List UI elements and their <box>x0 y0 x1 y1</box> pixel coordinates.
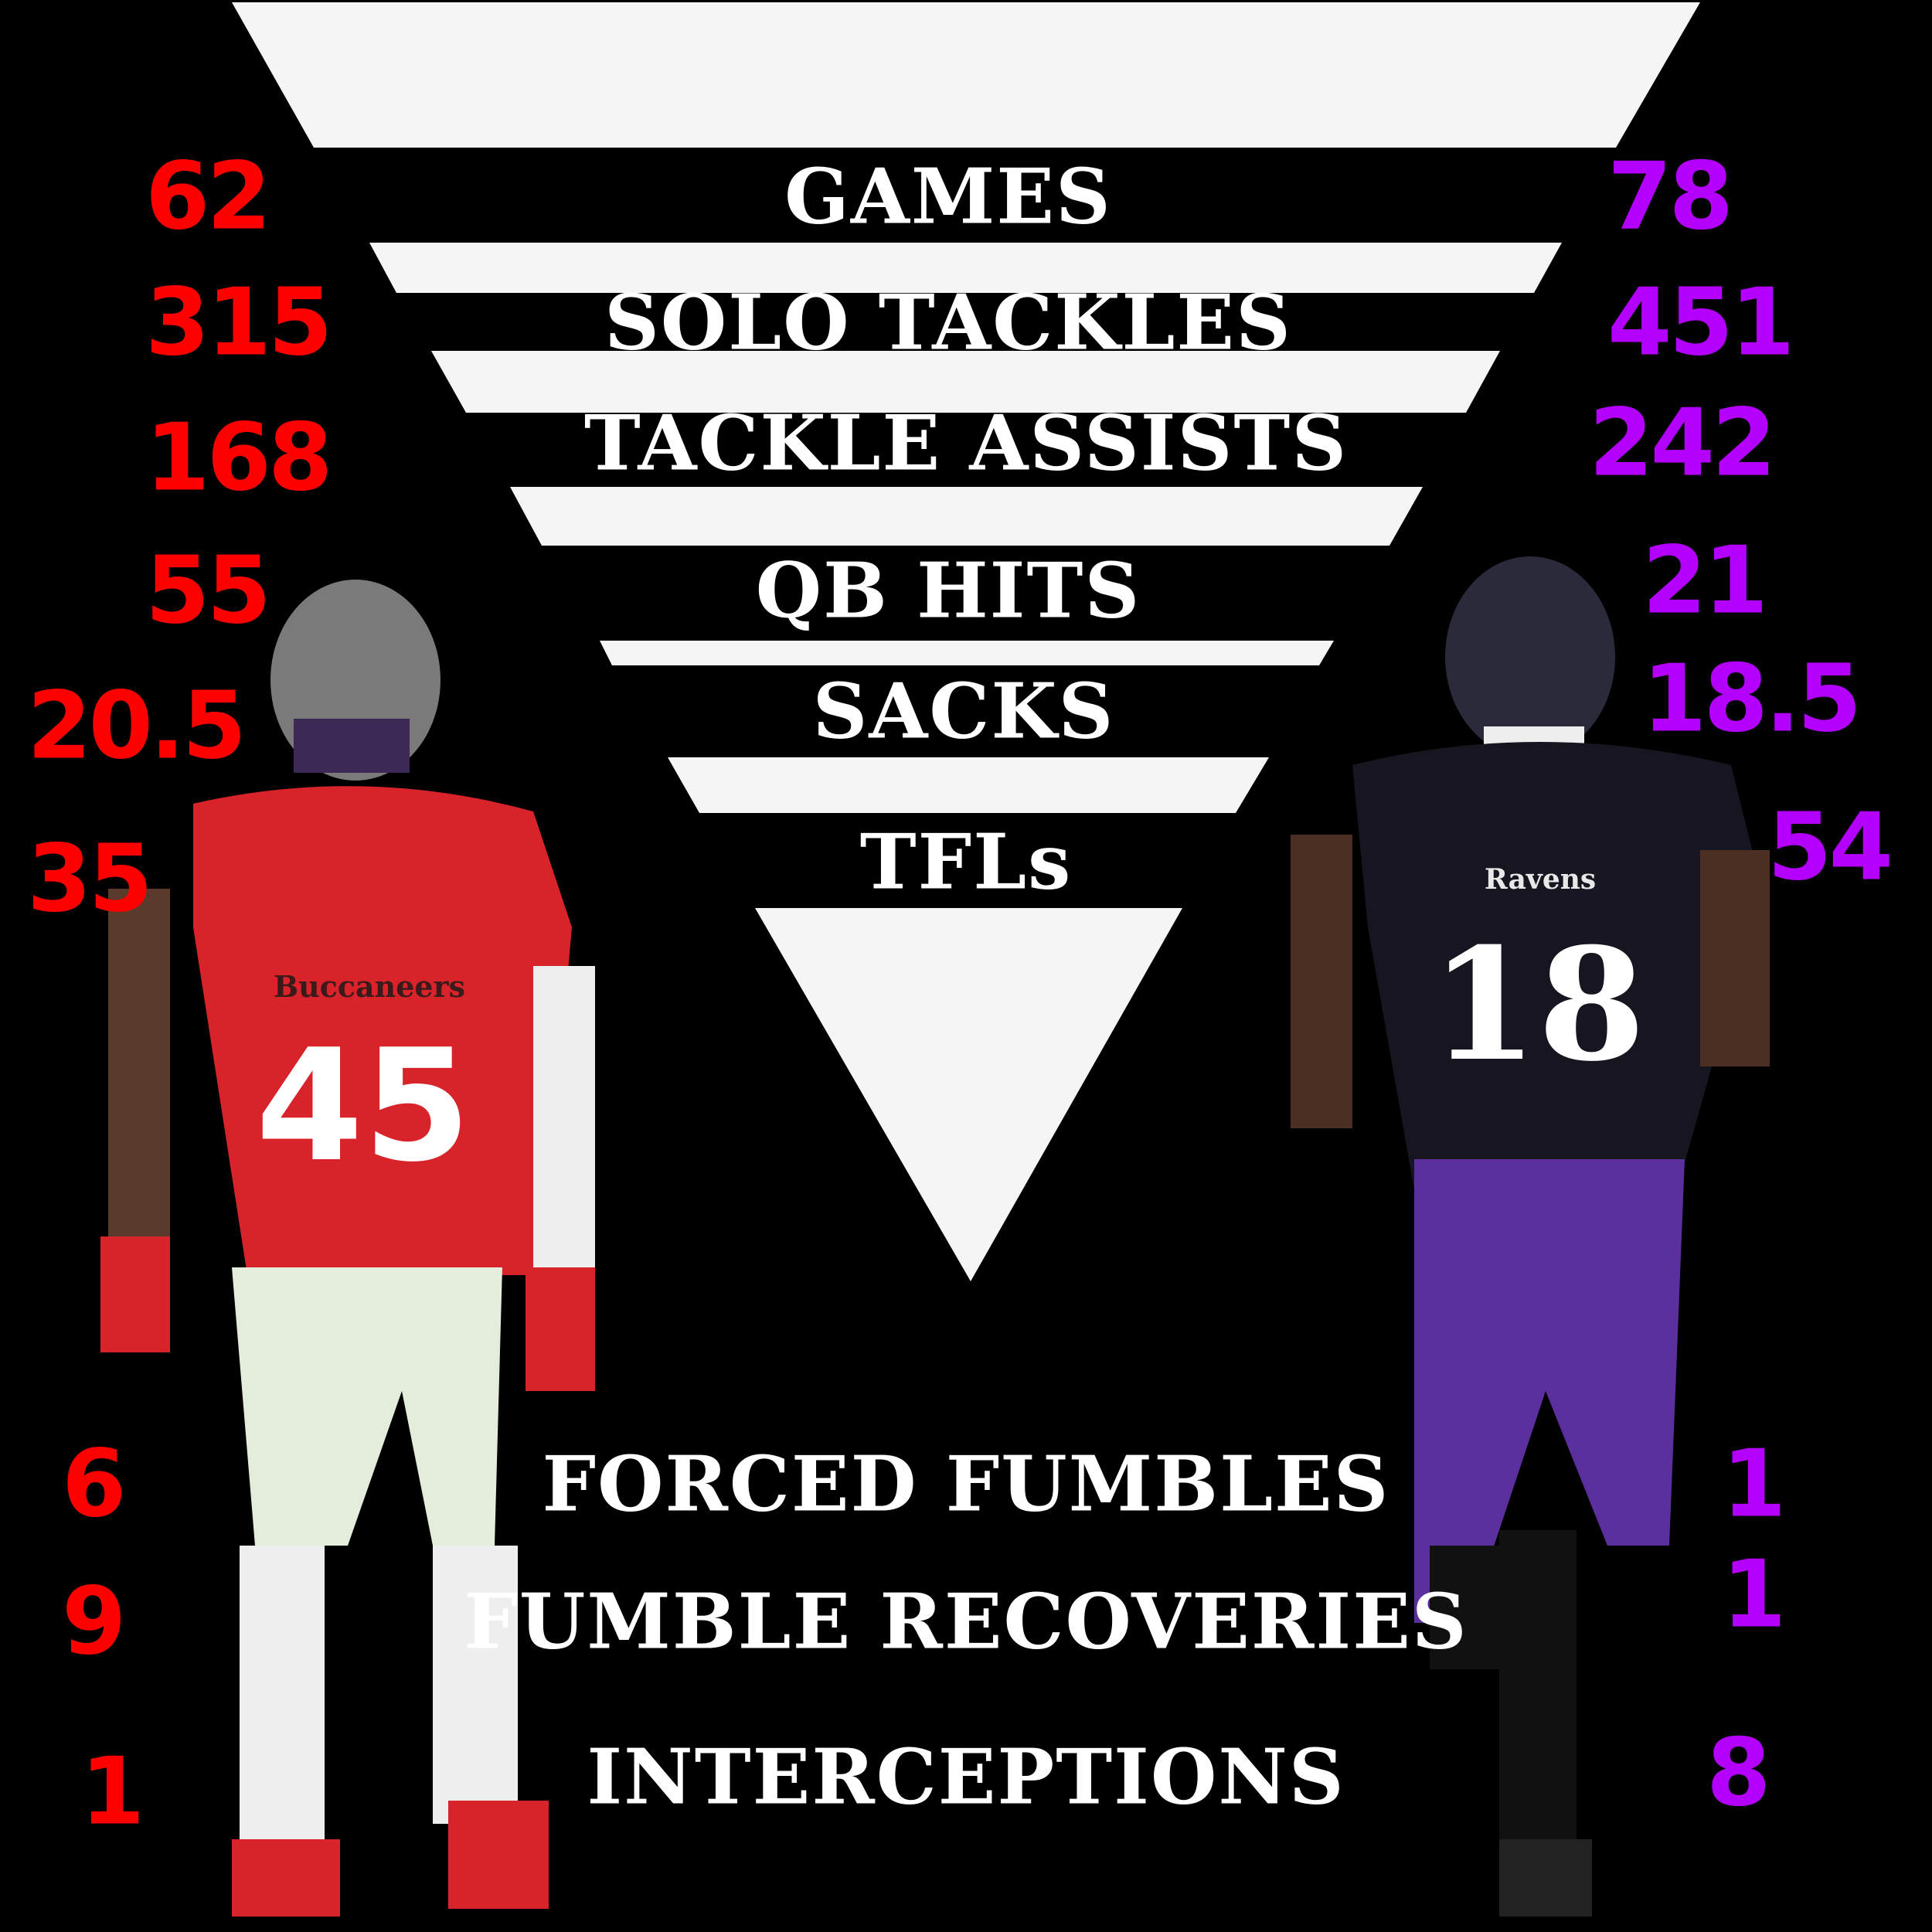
player-photo-left: Buccaneers 45 <box>100 580 595 1917</box>
right-jersey-number: 18 <box>1430 914 1645 1096</box>
right-value-interceptions: 8 <box>1706 1719 1770 1828</box>
right-team-name: Ravens <box>1485 863 1596 896</box>
funnel-band-3 <box>431 351 1500 413</box>
left-value-interceptions: 1 <box>80 1738 145 1846</box>
right-value-tackle-assists: 242 <box>1589 389 1776 498</box>
right-value-qb-hits: 21 <box>1642 527 1768 635</box>
stat-label-interceptions: INTERCEPTIONS <box>587 1733 1345 1822</box>
left-value-forced-fumbles: 6 <box>62 1430 126 1539</box>
left-value-tfls: 35 <box>27 825 153 934</box>
left-value-sacks: 20.5 <box>27 672 247 781</box>
right-value-forced-fumbles: 1 <box>1722 1430 1786 1539</box>
stat-label-tackle-assists: TACKLE ASSISTS <box>583 399 1349 488</box>
stat-label-solo-tackles: SOLO TACKLES <box>604 278 1292 368</box>
funnel-band-2 <box>369 243 1562 293</box>
left-value-fumble-recoveries: 9 <box>62 1568 126 1676</box>
funnel-band-5 <box>600 641 1334 665</box>
left-team-name: Buccaneers <box>274 969 465 1004</box>
player-photo-right: Ravens 18 <box>1291 556 1770 1917</box>
stat-label-games: GAMES <box>784 152 1112 242</box>
right-value-games: 78 <box>1607 143 1733 251</box>
right-value-sacks: 18.5 <box>1642 645 1862 753</box>
stat-label-tfls: TFLs <box>859 818 1073 907</box>
left-value-qb-hits: 55 <box>145 537 271 645</box>
funnel-band-4 <box>510 487 1423 546</box>
left-jersey-number: 45 <box>256 1016 471 1196</box>
left-value-solo-tackles: 315 <box>145 269 332 377</box>
left-value-tackle-assists: 168 <box>145 404 332 512</box>
funnel-band-6 <box>668 757 1269 813</box>
funnel-tip-triangle <box>755 908 1182 1281</box>
stat-label-forced-fumbles: FORCED FUMBLES <box>542 1440 1390 1529</box>
right-value-fumble-recoveries: 1 <box>1722 1541 1786 1649</box>
stat-label-sacks: SACKS <box>812 667 1115 757</box>
funnel-band-1 <box>232 2 1700 148</box>
left-value-games: 62 <box>145 143 271 251</box>
right-value-solo-tackles: 451 <box>1607 269 1794 377</box>
stat-label-qb-hits: QB HITS <box>755 546 1141 636</box>
right-value-tfls: 54 <box>1767 794 1893 902</box>
stat-label-fumble-recoveries: FUMBLE RECOVERIES <box>464 1577 1468 1667</box>
